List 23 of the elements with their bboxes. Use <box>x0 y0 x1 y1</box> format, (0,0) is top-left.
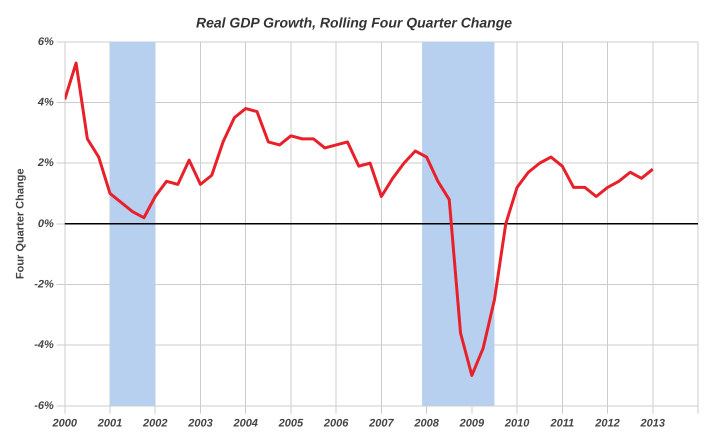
x-tick-label: 2010 <box>504 417 530 430</box>
x-tick-label: 2013 <box>640 417 666 430</box>
y-tick-label: 4% <box>36 96 54 108</box>
x-tick-label: 2004 <box>232 417 258 430</box>
x-tick-label: 2008 <box>413 417 440 430</box>
y-tick-label: -2% <box>34 278 54 290</box>
x-tick-label: 2012 <box>594 417 620 430</box>
chart-title: Real GDP Growth, Rolling Four Quarter Change <box>196 14 512 30</box>
y-tick-label: -6% <box>34 400 54 412</box>
x-tick-label: 2003 <box>187 417 213 430</box>
x-tick-label: 2002 <box>142 417 168 430</box>
x-tick-label: 2001 <box>96 417 122 430</box>
x-tick-label: 2009 <box>458 417 485 430</box>
x-tick-label: 2005 <box>278 417 304 430</box>
y-tick-label: 6% <box>38 36 54 48</box>
y-tick-label: 2% <box>36 157 54 170</box>
x-tick-label: 2007 <box>368 417 394 430</box>
x-tick-label: 2006 <box>322 417 350 430</box>
y-tick-label: -4% <box>34 339 54 352</box>
x-tick-label: 2000 <box>52 417 78 430</box>
x-tick-label: 2011 <box>549 417 574 430</box>
y-tick-label: 0% <box>38 218 54 230</box>
y-axis-title: Four Quarter Change <box>14 168 27 280</box>
